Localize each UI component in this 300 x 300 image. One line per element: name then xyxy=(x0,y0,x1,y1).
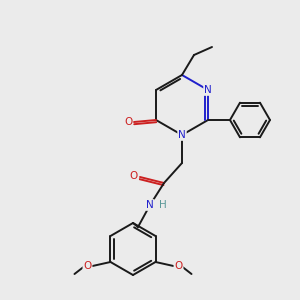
Text: N: N xyxy=(146,200,154,210)
Text: H: H xyxy=(159,200,167,210)
Text: O: O xyxy=(174,261,183,271)
Text: N: N xyxy=(178,130,186,140)
Text: O: O xyxy=(124,117,132,127)
Text: O: O xyxy=(83,261,92,271)
Text: N: N xyxy=(204,85,212,95)
Text: O: O xyxy=(130,171,138,181)
